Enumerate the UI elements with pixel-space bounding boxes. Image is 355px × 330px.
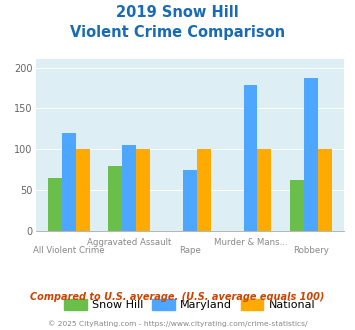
Bar	[318, 149, 332, 231]
Text: Rape: Rape	[179, 246, 201, 255]
Bar	[76, 149, 90, 231]
Text: Violent Crime Comparison: Violent Crime Comparison	[70, 25, 285, 40]
Bar	[48, 178, 62, 231]
Legend: Snow Hill, Maryland, National: Snow Hill, Maryland, National	[60, 295, 320, 315]
Bar	[304, 78, 318, 231]
Bar	[109, 166, 122, 231]
Text: All Violent Crime: All Violent Crime	[33, 246, 105, 255]
Text: Aggravated Assault: Aggravated Assault	[87, 238, 171, 247]
Bar	[197, 149, 211, 231]
Text: © 2025 CityRating.com - https://www.cityrating.com/crime-statistics/: © 2025 CityRating.com - https://www.city…	[48, 320, 307, 327]
Text: Murder & Mans...: Murder & Mans...	[214, 238, 287, 247]
Bar	[122, 145, 136, 231]
Bar	[183, 170, 197, 231]
Bar	[244, 85, 257, 231]
Bar	[290, 180, 304, 231]
Bar	[257, 149, 271, 231]
Bar	[62, 133, 76, 231]
Text: Robbery: Robbery	[293, 246, 329, 255]
Text: Compared to U.S. average. (U.S. average equals 100): Compared to U.S. average. (U.S. average …	[30, 292, 325, 302]
Text: 2019 Snow Hill: 2019 Snow Hill	[116, 5, 239, 20]
Bar	[136, 149, 150, 231]
